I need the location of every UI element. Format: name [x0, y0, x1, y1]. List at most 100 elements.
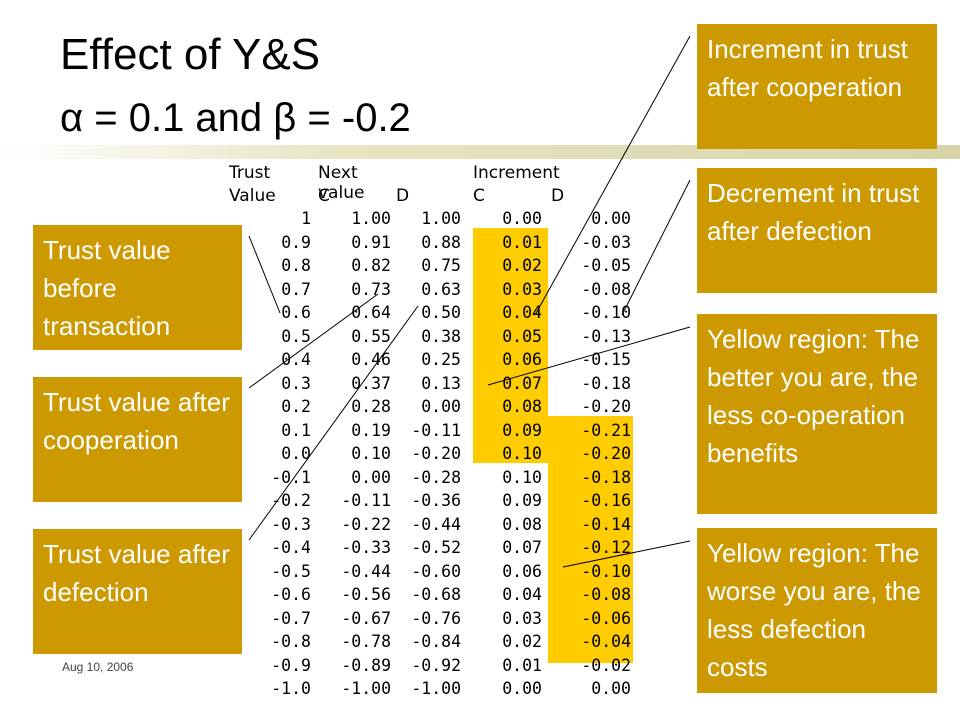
slide-subtitle: α = 0.1 and β = -0.2 — [60, 96, 411, 140]
table-cell: 0.8 — [281, 256, 311, 275]
table-cell: -0.03 — [581, 232, 631, 252]
table-cell: -0.56 — [341, 585, 391, 604]
table-cell: -0.08 — [581, 279, 631, 299]
table-cell: -0.10 — [581, 561, 631, 581]
callout-yellow-better: Yellow region: The better you are, the l… — [697, 314, 937, 514]
pointer-line-coop — [248, 293, 379, 389]
table-cell: 0.50 — [421, 303, 461, 322]
table-cell: -0.7 — [271, 608, 311, 628]
table-cell: -0.13 — [581, 326, 631, 346]
table-cell: -0.68 — [411, 585, 461, 604]
callout-trust-before: Trust value before transaction — [33, 225, 242, 350]
table-cell: 0.03 — [502, 608, 542, 628]
table-cell: 0.55 — [351, 326, 391, 346]
header-next-c: C — [318, 186, 330, 206]
header-inc-d: D — [551, 186, 565, 206]
table-cell: 1.00 — [421, 209, 461, 228]
pointer-line-defect — [248, 305, 419, 541]
table-cell: -0.20 — [581, 444, 631, 463]
table-cell: -0.18 — [581, 467, 631, 487]
table-cell: -0.78 — [341, 632, 391, 651]
table-cell: -0.22 — [341, 514, 391, 534]
header-trust: Trust — [229, 163, 271, 183]
table-cell: -0.3 — [271, 514, 311, 534]
table-cell: -1.00 — [341, 679, 391, 698]
table-cell: 0.46 — [351, 350, 391, 369]
table-cell: 1.00 — [351, 209, 391, 228]
table-cell: -0.6 — [271, 585, 311, 604]
table-cell: 0.05 — [502, 326, 542, 346]
table-cell: 0.10 — [502, 467, 542, 487]
table-cell: -0.02 — [581, 655, 631, 675]
table-cell: 0.75 — [421, 256, 461, 275]
table-cell: 0.82 — [351, 256, 391, 275]
table-cell: 0.08 — [502, 514, 542, 534]
table-cell: 0.0 — [281, 444, 311, 463]
table-cell: -0.8 — [271, 632, 311, 651]
table-cell: -0.18 — [581, 373, 631, 393]
table-cell: 0.37 — [351, 373, 391, 393]
table-cell: -0.92 — [411, 655, 461, 675]
table-cell: 0.04 — [502, 303, 542, 322]
table-cell: -0.10 — [581, 303, 631, 322]
callout-yellow-worse: Yellow region: The worse you are, the le… — [697, 528, 937, 693]
callout-decrement: Decrement in trust after defection — [697, 168, 937, 293]
table-cell: -0.52 — [411, 538, 461, 557]
header-next-value: Next value — [318, 163, 365, 203]
table-cell: -0.11 — [411, 420, 461, 440]
table-cell: -0.9 — [271, 655, 311, 675]
table-cell: -0.04 — [581, 632, 631, 651]
table-cell: -0.76 — [411, 608, 461, 628]
table-cell: -0.84 — [411, 632, 461, 651]
table-cell: -0.20 — [581, 397, 631, 416]
table-cell: 1 — [301, 209, 311, 228]
table-cell: -0.1 — [271, 467, 311, 487]
table-cell: 0.2 — [281, 397, 311, 416]
table-cell: 0.7 — [281, 279, 311, 299]
table-cell: 0.06 — [502, 350, 542, 369]
table-cell: -0.44 — [341, 561, 391, 581]
callout-trust-after-cooperation: Trust value after cooperation — [33, 377, 242, 502]
table-cell: 0.88 — [421, 232, 461, 252]
table-cell: 0.00 — [421, 397, 461, 416]
pointer-line-decrement — [621, 179, 691, 316]
pointer-line-before — [248, 235, 281, 314]
highlight-increment-d — [548, 416, 633, 663]
table-cell: 0.01 — [502, 655, 542, 675]
table-cell: 0.00 — [351, 467, 391, 487]
table-cell: 0.08 — [502, 397, 542, 416]
table-cell: 0.00 — [591, 209, 631, 228]
table-cell: 0.73 — [351, 279, 391, 299]
table-cell: 0.91 — [351, 232, 391, 252]
table-cell: 0.02 — [502, 632, 542, 651]
pointer-line-yellow-better — [487, 326, 691, 386]
table-cell: -0.36 — [411, 491, 461, 510]
table-cell: 0.3 — [281, 373, 311, 393]
table-cell: 0.1 — [281, 420, 311, 440]
table-cell: 0.00 — [502, 209, 542, 228]
table-cell: 0.19 — [351, 420, 391, 440]
highlight-increment-c — [473, 228, 548, 463]
table-cell: 0.64 — [351, 303, 391, 322]
table-cell: 0.02 — [502, 256, 542, 275]
table-cell: 0.09 — [502, 491, 542, 510]
table-cell: 0.63 — [421, 279, 461, 299]
table-cell: -0.60 — [411, 561, 461, 581]
table-cell: 0.4 — [281, 350, 311, 369]
table-cell: 0.10 — [502, 444, 542, 463]
table-cell: -0.06 — [581, 608, 631, 628]
table-cell: 0.10 — [351, 444, 391, 463]
table-cell: -0.67 — [341, 608, 391, 628]
table-cell: 0.01 — [502, 232, 542, 252]
table-cell: -0.89 — [341, 655, 391, 675]
table-cell: -0.44 — [411, 514, 461, 534]
table-cell: 0.03 — [502, 279, 542, 299]
table-cell: 0.04 — [502, 585, 542, 604]
table-cell: -0.28 — [411, 467, 461, 487]
table-cell: 0.09 — [502, 420, 542, 440]
table-cell: -0.05 — [581, 256, 631, 275]
table-cell: 0.25 — [421, 350, 461, 369]
table-cell: 0.06 — [502, 561, 542, 581]
table-cell: -0.21 — [581, 420, 631, 440]
